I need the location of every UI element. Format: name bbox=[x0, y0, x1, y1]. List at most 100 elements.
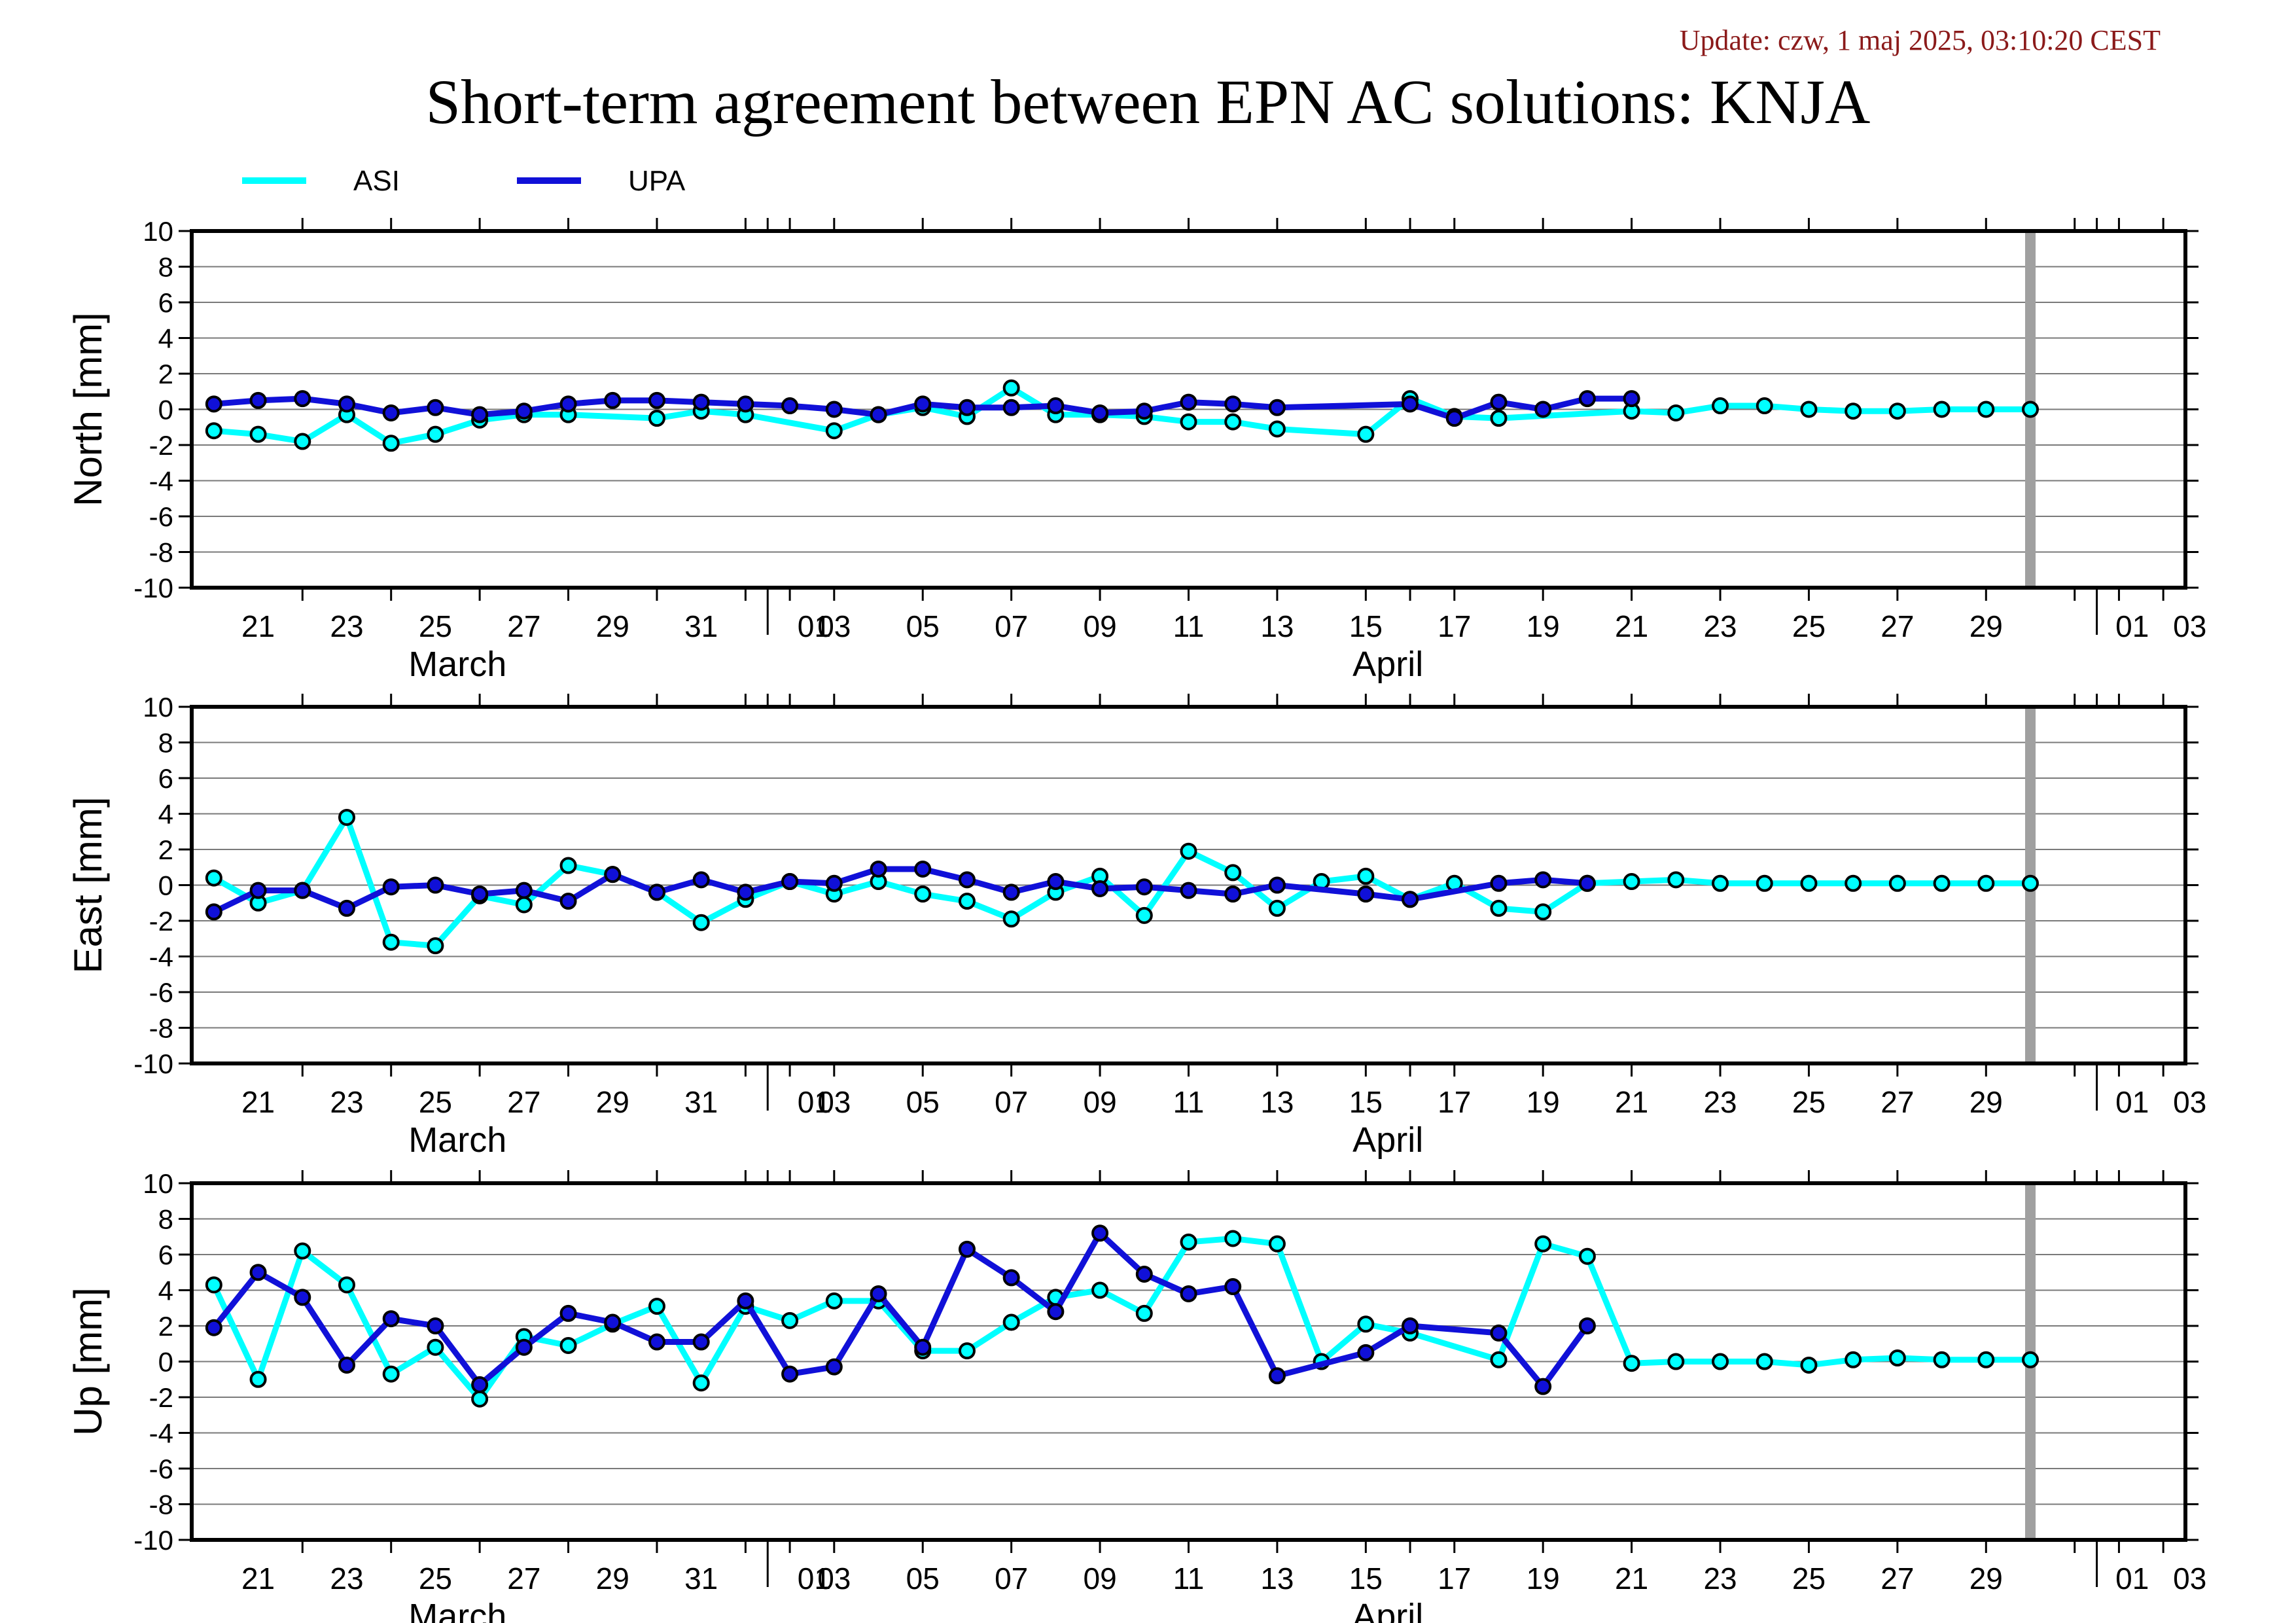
x-tick-label: 21 bbox=[241, 1561, 275, 1596]
data-point-asi bbox=[382, 1365, 400, 1383]
data-point-asi bbox=[2022, 1351, 2040, 1368]
data-point-asi bbox=[1623, 1355, 1640, 1372]
y-tick-label: -4 bbox=[149, 466, 173, 497]
x-tick-label: 03 bbox=[817, 1561, 851, 1596]
x-tick-label: 07 bbox=[995, 1085, 1028, 1119]
x-tick-label: 03 bbox=[817, 1085, 851, 1119]
y-tick-label: 4 bbox=[158, 1275, 173, 1306]
data-point-upa bbox=[1091, 404, 1109, 421]
data-point-upa bbox=[914, 395, 932, 413]
data-point-asi bbox=[1490, 899, 1508, 917]
x-tick-label: 23 bbox=[1703, 609, 1737, 643]
data-point-asi bbox=[648, 410, 665, 427]
x-tick-label: 17 bbox=[1438, 1561, 1471, 1596]
month-label: March bbox=[408, 1597, 506, 1623]
y-tick-label: 0 bbox=[158, 870, 173, 901]
data-point-asi bbox=[825, 1292, 843, 1310]
data-point-upa bbox=[1091, 880, 1109, 897]
x-tick-label: 25 bbox=[1792, 1561, 1826, 1596]
y-tick-label: -2 bbox=[149, 906, 173, 936]
x-tick-label: 13 bbox=[1260, 1085, 1294, 1119]
data-point-upa bbox=[1578, 1317, 1596, 1334]
x-tick-label: 25 bbox=[419, 1561, 452, 1596]
data-point-upa bbox=[1268, 1367, 1286, 1385]
data-point-asi bbox=[1002, 910, 1020, 928]
data-point-asi bbox=[1534, 1235, 1552, 1253]
legend-upa-label: UPA bbox=[628, 165, 686, 197]
x-tick-label: 03 bbox=[817, 609, 851, 643]
data-point-upa bbox=[737, 883, 754, 901]
data-point-asi bbox=[1268, 420, 1286, 438]
y-tick-label: -4 bbox=[149, 942, 173, 972]
data-point-asi bbox=[1756, 397, 1773, 415]
data-point-asi bbox=[1888, 874, 1906, 892]
data-point-upa bbox=[1180, 1285, 1197, 1302]
data-point-asi bbox=[1180, 413, 1197, 431]
y-tick-label: 2 bbox=[158, 834, 173, 865]
x-tick-label: 27 bbox=[507, 1561, 540, 1596]
data-point-upa bbox=[1402, 1317, 1419, 1334]
y-tick-label: 8 bbox=[158, 728, 173, 758]
x-tick-label: 01 bbox=[798, 609, 831, 643]
data-point-asi bbox=[1845, 1351, 1862, 1368]
data-point-upa bbox=[870, 1285, 887, 1302]
data-point-asi bbox=[1977, 401, 1995, 418]
data-point-upa bbox=[205, 395, 222, 413]
data-point-upa bbox=[1180, 393, 1197, 411]
data-point-asi bbox=[427, 1338, 444, 1356]
data-point-upa bbox=[1047, 397, 1065, 415]
x-tick-label: 19 bbox=[1527, 1085, 1560, 1119]
data-point-upa bbox=[471, 1376, 489, 1393]
data-point-upa bbox=[1091, 1224, 1109, 1242]
data-point-asi bbox=[1756, 1353, 1773, 1370]
data-point-asi bbox=[1933, 401, 1951, 418]
data-point-asi bbox=[1712, 397, 1729, 415]
data-point-asi bbox=[1268, 899, 1286, 917]
x-tick-label: 11 bbox=[1173, 1561, 1205, 1596]
data-point-asi bbox=[1224, 1230, 1242, 1247]
x-tick-label: 01 bbox=[798, 1561, 831, 1596]
data-point-asi bbox=[1712, 1353, 1729, 1370]
y-tick-label: 8 bbox=[158, 252, 173, 283]
x-tick-label: 29 bbox=[596, 1561, 629, 1596]
data-point-asi bbox=[825, 422, 843, 440]
data-point-upa bbox=[958, 1240, 976, 1258]
x-tick-label: 17 bbox=[1438, 1085, 1471, 1119]
data-point-upa bbox=[604, 1313, 622, 1331]
data-point-upa bbox=[1135, 1265, 1153, 1283]
data-point-asi bbox=[1667, 404, 1685, 421]
y-tick-label: -10 bbox=[133, 573, 173, 603]
data-point-asi bbox=[559, 1336, 577, 1354]
x-tick-label: 13 bbox=[1260, 1561, 1294, 1596]
data-point-upa bbox=[1047, 873, 1065, 891]
month-label: April bbox=[1352, 645, 1423, 684]
x-tick-label: 23 bbox=[1703, 1561, 1737, 1596]
page-title: Short-term agreement between EPN AC solu… bbox=[425, 67, 1871, 137]
data-point-upa bbox=[870, 406, 887, 423]
data-point-asi bbox=[382, 435, 400, 452]
data-point-upa bbox=[249, 391, 267, 409]
x-tick-label: 27 bbox=[1881, 1085, 1914, 1119]
data-point-asi bbox=[1712, 874, 1729, 892]
y-tick-label: -8 bbox=[149, 1489, 173, 1520]
x-tick-label: 23 bbox=[330, 1085, 363, 1119]
month-label: March bbox=[408, 645, 506, 684]
chart-panel-2: 10 8 6 4 2 0 -2 -4 -6 -8 -10 East [mm] 21 23 25 27 29 31 0… bbox=[66, 692, 2206, 1160]
data-point-upa bbox=[781, 1365, 799, 1383]
data-point-asi bbox=[427, 425, 444, 443]
data-point-upa bbox=[825, 1358, 843, 1376]
data-point-asi bbox=[1800, 401, 1818, 418]
x-tick-label: 09 bbox=[1083, 1085, 1116, 1119]
x-tick-label: 11 bbox=[1173, 1085, 1205, 1119]
data-point-asi bbox=[1135, 1304, 1153, 1322]
x-tick-label: 15 bbox=[1349, 609, 1383, 643]
x-tick-label: 21 bbox=[1615, 1085, 1648, 1119]
x-tick-label: 29 bbox=[596, 1085, 629, 1119]
data-point-upa bbox=[1357, 885, 1375, 903]
x-tick-label: 03 bbox=[2173, 609, 2206, 643]
data-point-upa bbox=[781, 397, 799, 415]
x-tick-label: 21 bbox=[1615, 609, 1648, 643]
data-point-upa bbox=[604, 391, 622, 409]
data-point-upa bbox=[1578, 390, 1596, 408]
y-axis-label: North [mm] bbox=[66, 312, 110, 507]
